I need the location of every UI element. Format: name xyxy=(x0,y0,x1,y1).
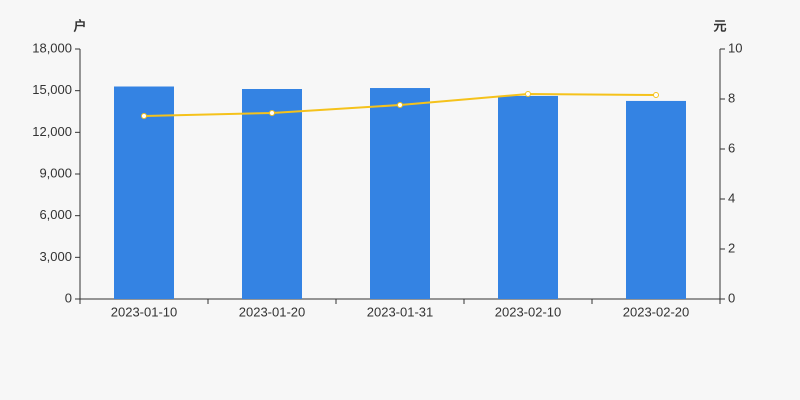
line-point xyxy=(269,110,275,116)
y-tick-label: 6,000 xyxy=(39,207,72,222)
y-tick-label: 15,000 xyxy=(32,82,72,97)
bar xyxy=(114,86,174,299)
y-axis-unit: 户 xyxy=(73,18,86,33)
y2-tick-label: 2 xyxy=(728,240,735,255)
line-point xyxy=(141,113,147,119)
bar xyxy=(242,89,302,299)
bar xyxy=(498,95,558,299)
y2-tick-label: 0 xyxy=(728,290,735,305)
y2-tick-label: 8 xyxy=(728,90,735,105)
x-tick-label: 2023-01-20 xyxy=(239,304,306,319)
y2-tick-label: 6 xyxy=(728,140,735,155)
line-point xyxy=(525,91,531,97)
y-tick-label: 18,000 xyxy=(32,40,72,55)
y-tick-label: 3,000 xyxy=(39,249,72,264)
line-point xyxy=(653,92,659,98)
y2-tick-label: 4 xyxy=(728,190,735,205)
y-tick-label: 9,000 xyxy=(39,165,72,180)
y2-axis-unit: 元 xyxy=(713,18,726,33)
x-tick-label: 2023-01-10 xyxy=(111,304,178,319)
x-tick-label: 2023-01-31 xyxy=(367,304,434,319)
bar xyxy=(626,100,686,299)
bar xyxy=(370,88,430,300)
x-tick-label: 2023-02-10 xyxy=(495,304,562,319)
y2-tick-label: 10 xyxy=(728,40,742,55)
y-tick-label: 12,000 xyxy=(32,124,72,139)
line-point xyxy=(397,102,403,108)
y-tick-label: 0 xyxy=(65,290,72,305)
x-tick-label: 2023-02-20 xyxy=(623,304,690,319)
